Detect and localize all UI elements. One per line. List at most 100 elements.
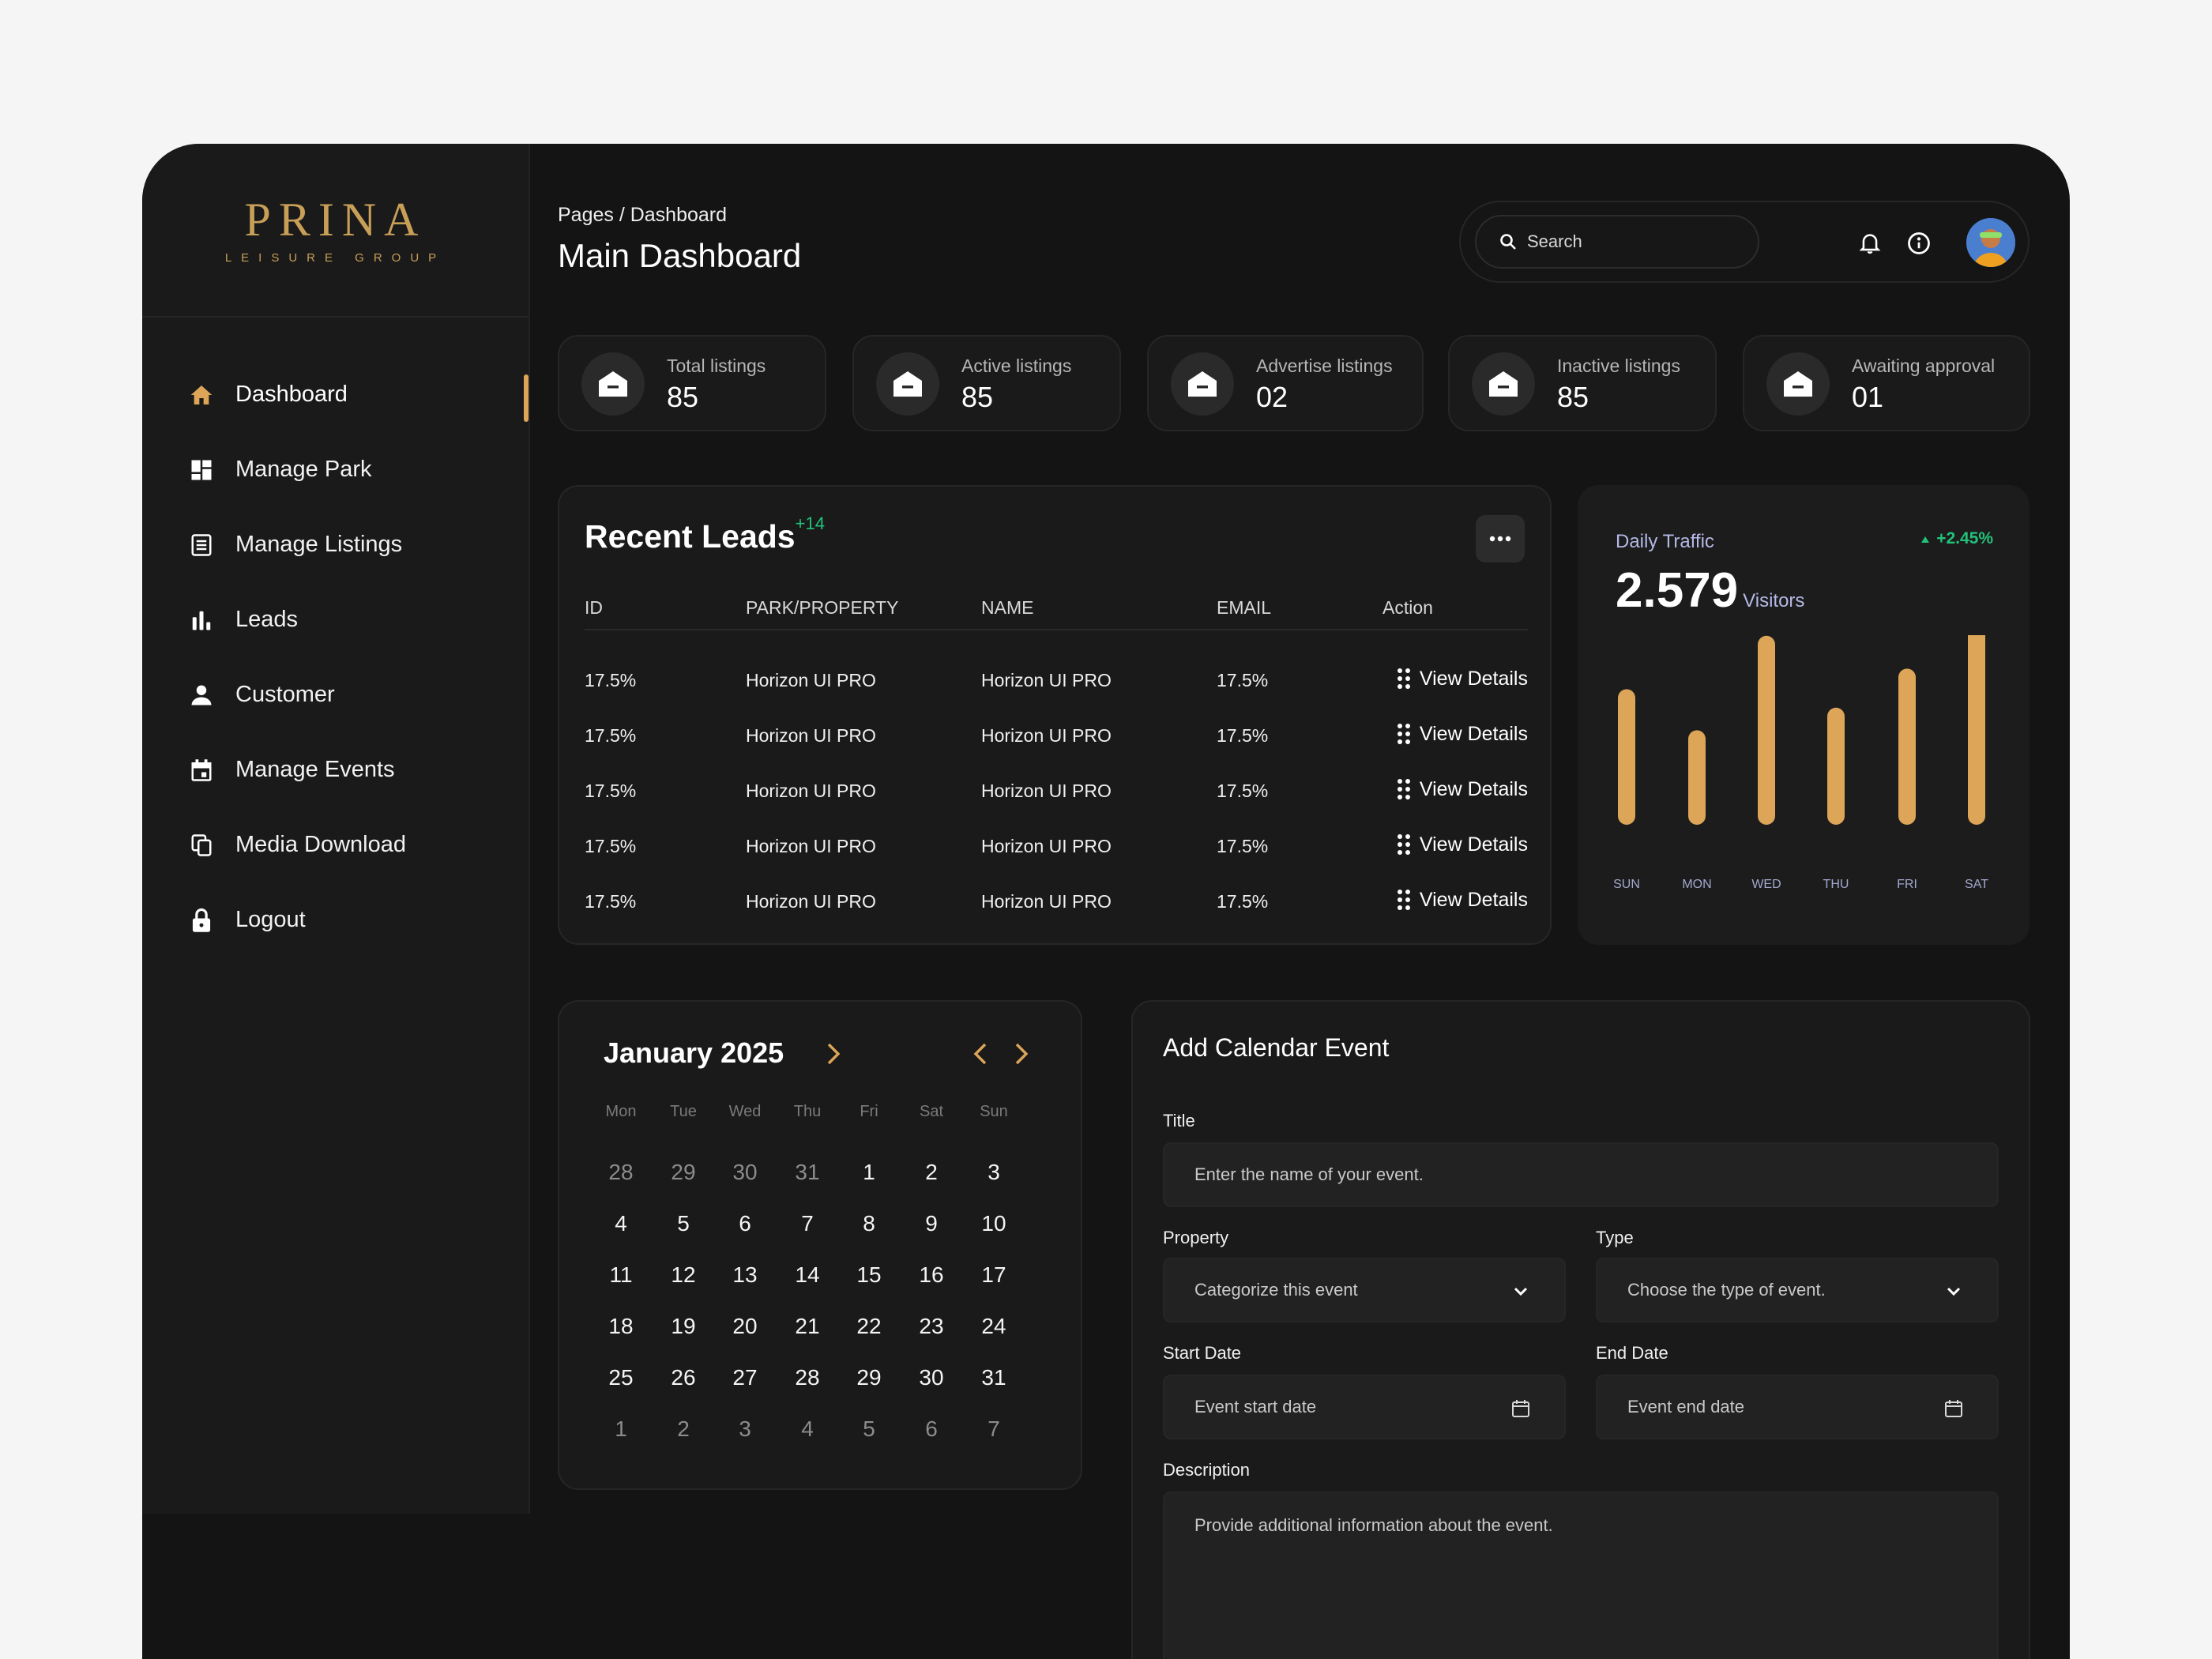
calendar-day[interactable]: 22 xyxy=(856,1314,882,1338)
stat-card-advertise-listings[interactable]: Advertise listings 02 xyxy=(1147,335,1424,431)
bar-chart-icon xyxy=(188,607,215,634)
title-input[interactable] xyxy=(1194,1164,1997,1185)
calendar-day[interactable]: 9 xyxy=(925,1211,938,1236)
calendar-day[interactable]: 15 xyxy=(856,1262,882,1287)
calendar-icon[interactable] xyxy=(1510,1398,1531,1419)
calendar-icon[interactable] xyxy=(1943,1398,1964,1419)
calendar-day[interactable]: 5 xyxy=(863,1416,875,1441)
sidebar-item-dashboard[interactable]: Dashboard xyxy=(142,357,529,432)
start-date-input[interactable] xyxy=(1194,1397,1495,1417)
calendar-day[interactable]: 30 xyxy=(732,1160,758,1184)
sidebar-item-manage-listings[interactable]: Manage Listings xyxy=(142,507,529,582)
calendar-day[interactable]: 30 xyxy=(919,1365,944,1390)
calendar-day[interactable]: 2 xyxy=(677,1416,690,1441)
calendar-day[interactable]: 17 xyxy=(981,1262,1006,1287)
end-date-field[interactable] xyxy=(1596,1375,1999,1439)
sidebar-item-media-download[interactable]: Media Download xyxy=(142,807,529,882)
view-details-button[interactable]: View Details xyxy=(1396,888,1528,912)
more-options-button[interactable] xyxy=(1476,515,1525,562)
calendar-day[interactable]: 31 xyxy=(795,1160,820,1184)
end-date-input[interactable] xyxy=(1627,1397,1928,1417)
lock-icon xyxy=(188,907,215,934)
description-field[interactable] xyxy=(1163,1492,1999,1659)
calendar-day[interactable]: 31 xyxy=(981,1365,1006,1390)
calendar-day[interactable]: 3 xyxy=(988,1160,1000,1184)
calendar-day[interactable]: 25 xyxy=(608,1365,634,1390)
calendar-day[interactable]: 16 xyxy=(919,1262,944,1287)
avatar[interactable] xyxy=(1966,218,2015,267)
calendar-day[interactable]: 27 xyxy=(732,1365,758,1390)
sidebar-item-manage-events[interactable]: Manage Events xyxy=(142,732,529,807)
calendar-day[interactable]: 6 xyxy=(739,1211,751,1236)
calendar-day[interactable]: 23 xyxy=(919,1314,944,1338)
calendar-day[interactable]: 28 xyxy=(608,1160,634,1184)
home-icon xyxy=(1766,352,1830,416)
app-window: PRINA LEISURE GROUP Dashboard Manage Park… xyxy=(142,144,2070,1659)
view-details-label: View Details xyxy=(1419,667,1528,690)
sidebar-item-customer[interactable]: Customer xyxy=(142,657,529,732)
calendar-day[interactable]: 7 xyxy=(988,1416,1000,1441)
sidebar-item-manage-park[interactable]: Manage Park xyxy=(142,432,529,507)
traffic-bar-wed[interactable] xyxy=(1758,635,1775,825)
traffic-bar-fri[interactable] xyxy=(1898,668,1916,825)
title-field[interactable] xyxy=(1163,1142,1999,1207)
calendar-day[interactable]: 4 xyxy=(615,1211,627,1236)
calendar-day[interactable]: 3 xyxy=(739,1416,751,1441)
calendar-day[interactable]: 1 xyxy=(615,1416,627,1441)
calendar-day[interactable]: 10 xyxy=(981,1211,1006,1236)
view-details-button[interactable]: View Details xyxy=(1396,777,1528,801)
traffic-bar-mon[interactable] xyxy=(1688,730,1706,825)
table-row: 17.5% Horizon UI PRO Horizon UI PRO 17.5% Vi… xyxy=(585,875,1528,931)
search-box[interactable] xyxy=(1475,215,1759,269)
calendar-day[interactable]: 21 xyxy=(795,1314,820,1338)
type-select[interactable]: Choose the type of event. xyxy=(1596,1258,1999,1322)
calendar-day[interactable]: 24 xyxy=(981,1314,1006,1338)
calendar-day[interactable]: 2 xyxy=(925,1160,938,1184)
calendar-day[interactable]: 8 xyxy=(863,1211,875,1236)
bell-icon[interactable] xyxy=(1856,229,1884,258)
stat-card-inactive-listings[interactable]: Inactive listings 85 xyxy=(1448,335,1717,431)
chevron-left-icon[interactable] xyxy=(967,1038,994,1070)
breadcrumb[interactable]: Pages / Dashboard xyxy=(558,204,728,226)
weekday-label: Thu xyxy=(793,1103,822,1120)
sidebar-item-logout[interactable]: Logout xyxy=(142,882,529,957)
view-details-button[interactable]: View Details xyxy=(1396,667,1528,690)
calendar-day[interactable]: 12 xyxy=(671,1262,696,1287)
chevron-right-icon[interactable] xyxy=(1008,1038,1035,1070)
calendar-day[interactable]: 1 xyxy=(863,1160,875,1184)
copy-icon xyxy=(188,832,215,859)
description-textarea[interactable] xyxy=(1194,1515,1997,1657)
stat-card-total-listings[interactable]: Total listings 85 xyxy=(558,335,826,431)
calendar-day[interactable]: 18 xyxy=(608,1314,634,1338)
stat-card-awaiting-approval[interactable]: Awaiting approval 01 xyxy=(1743,335,2030,431)
calendar-day[interactable]: 26 xyxy=(671,1365,696,1390)
start-date-field[interactable] xyxy=(1163,1375,1566,1439)
logo[interactable]: PRINA LEISURE GROUP xyxy=(142,144,529,318)
traffic-bar-thu[interactable] xyxy=(1827,707,1845,825)
stat-card-active-listings[interactable]: Active listings 85 xyxy=(852,335,1121,431)
traffic-bar-sun[interactable] xyxy=(1618,689,1635,825)
calendar-day[interactable]: 29 xyxy=(671,1160,696,1184)
traffic-bar-sat[interactable] xyxy=(1968,635,1985,825)
info-icon[interactable] xyxy=(1905,229,1933,258)
calendar-day[interactable]: 14 xyxy=(795,1262,820,1287)
calendar-day[interactable]: 28 xyxy=(795,1365,820,1390)
calendar-day[interactable]: 7 xyxy=(801,1211,814,1236)
calendar-day[interactable]: 4 xyxy=(801,1416,814,1441)
calendar-day[interactable]: 29 xyxy=(856,1365,882,1390)
calendar-day[interactable]: 11 xyxy=(609,1262,633,1287)
search-input[interactable] xyxy=(1527,231,1748,252)
calendar-day[interactable]: 5 xyxy=(677,1211,690,1236)
calendar-day[interactable]: 6 xyxy=(925,1416,938,1441)
chevron-right-icon[interactable] xyxy=(820,1038,847,1070)
list-icon xyxy=(188,532,215,559)
calendar-day[interactable]: 19 xyxy=(671,1314,696,1338)
sidebar-item-leads[interactable]: Leads xyxy=(142,582,529,657)
view-details-button[interactable]: View Details xyxy=(1396,833,1528,856)
calendar-day[interactable]: 20 xyxy=(732,1314,758,1338)
calendar-day[interactable]: 13 xyxy=(732,1262,758,1287)
view-details-button[interactable]: View Details xyxy=(1396,722,1528,746)
home-icon xyxy=(188,382,215,408)
calendar-card: January 2025 Mon Tue Wed Thu Fri Sat Sun 28 29 30… xyxy=(558,1000,1082,1490)
property-select[interactable]: Categorize this event xyxy=(1163,1258,1566,1322)
